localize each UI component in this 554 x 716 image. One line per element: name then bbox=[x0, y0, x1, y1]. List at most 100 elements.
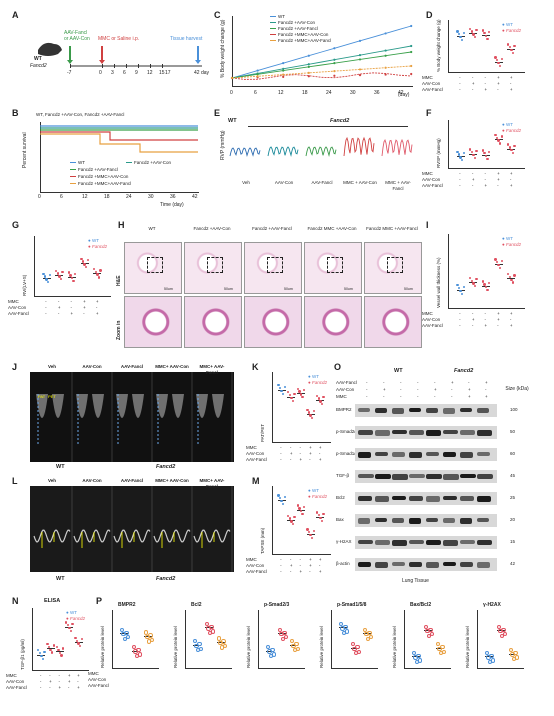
he-image bbox=[124, 242, 182, 294]
blot-band bbox=[460, 496, 474, 501]
data-dot bbox=[282, 630, 287, 635]
h-col-title: Fancd2 +AAV-Fancl bbox=[252, 226, 292, 231]
timeline-tick: 3 bbox=[111, 70, 114, 76]
data-dot bbox=[85, 266, 88, 269]
data-dot bbox=[277, 627, 283, 632]
blot-pm: + bbox=[383, 387, 386, 392]
data-dot bbox=[500, 135, 504, 138]
he-image bbox=[244, 242, 302, 294]
panel-c-ylabel: % Body weight change (g) bbox=[220, 19, 226, 78]
data-dot bbox=[57, 648, 60, 652]
weight-point bbox=[358, 39, 362, 42]
legend-wt: ● WT bbox=[88, 238, 99, 243]
he-image bbox=[304, 242, 362, 294]
rvp-trace bbox=[343, 136, 375, 157]
mmode-wave bbox=[193, 529, 231, 543]
blot-band bbox=[409, 408, 421, 412]
data-dot bbox=[209, 624, 214, 630]
p-ylabel: Relative protein level bbox=[319, 626, 324, 668]
data-dot bbox=[306, 408, 309, 411]
data-dot bbox=[298, 507, 301, 510]
data-dot bbox=[320, 403, 324, 406]
panel-label-g: G bbox=[12, 220, 20, 230]
data-dot bbox=[496, 624, 502, 629]
data-dot bbox=[80, 638, 84, 641]
data-dot bbox=[307, 411, 311, 414]
data-dot bbox=[41, 657, 45, 660]
data-dot bbox=[55, 646, 58, 649]
rvp-trace bbox=[305, 146, 337, 158]
legend-entry: Fancd2 +MMC+AAV-Con bbox=[278, 32, 329, 37]
blot-strip bbox=[355, 492, 497, 505]
blot-pm: + bbox=[451, 380, 454, 385]
data-dot bbox=[96, 273, 99, 276]
p-title: Bax/Bcl2 bbox=[410, 602, 432, 608]
x-tick: 0 bbox=[38, 194, 41, 200]
blot-row-label: MMC bbox=[336, 394, 347, 399]
plot-pm: + bbox=[95, 299, 99, 304]
plot-pm: - bbox=[309, 457, 311, 462]
data-dot bbox=[294, 642, 299, 647]
plot-pm: - bbox=[497, 87, 499, 92]
blot-band bbox=[426, 496, 440, 502]
data-dot bbox=[47, 645, 51, 649]
blot-band bbox=[392, 474, 408, 480]
zoom-image bbox=[184, 296, 242, 348]
data-dot bbox=[428, 627, 433, 632]
blot-band bbox=[358, 518, 370, 524]
data-dot bbox=[508, 146, 511, 149]
data-dot bbox=[513, 274, 516, 277]
data-dot bbox=[488, 281, 491, 285]
data-dot bbox=[137, 652, 143, 657]
data-dot bbox=[282, 502, 285, 505]
doppler-envelope bbox=[36, 394, 48, 418]
data-dot bbox=[501, 627, 506, 632]
x-tick: 42 bbox=[398, 90, 404, 96]
blot-band bbox=[443, 452, 456, 457]
x-tick: 6 bbox=[60, 194, 63, 200]
p-title: BMPR2 bbox=[118, 602, 136, 608]
plot-row-label: MMC bbox=[422, 75, 433, 80]
panel-label-c: C bbox=[214, 10, 221, 20]
data-dot bbox=[296, 387, 299, 390]
plot-ylabel: PAT/PET bbox=[260, 423, 265, 442]
legend-entry: WT bbox=[278, 14, 285, 19]
data-dot bbox=[72, 279, 75, 283]
p-title: Bcl2 bbox=[191, 602, 202, 608]
j-col-label: Veh bbox=[47, 364, 56, 369]
plot-pm: + bbox=[497, 171, 500, 176]
data-dot bbox=[54, 269, 58, 272]
panel-a-timeline bbox=[38, 42, 202, 68]
p-ylabel: Relative protein level bbox=[392, 626, 397, 668]
plot-pm: - bbox=[70, 305, 73, 310]
plot-pm: - bbox=[77, 679, 79, 684]
blot-band bbox=[460, 430, 475, 435]
j-col-label: MMC+ AAV-Fancl bbox=[199, 364, 225, 375]
plot-pm: + bbox=[484, 183, 488, 188]
legend-wt: ● WT bbox=[66, 610, 77, 615]
data-dot bbox=[283, 495, 287, 498]
mmode-wave bbox=[33, 529, 71, 543]
zoom-image bbox=[364, 296, 422, 348]
weight-point bbox=[410, 72, 413, 76]
weight-point bbox=[256, 73, 259, 76]
blot-kda: 20 bbox=[510, 517, 516, 522]
data-dot bbox=[38, 651, 41, 655]
legend-wt: ● WT bbox=[502, 22, 513, 27]
legend-entry: Fancd2 +AAV-Con bbox=[134, 160, 172, 165]
data-dot bbox=[456, 150, 459, 153]
p-ylabel: Relative protein level bbox=[465, 626, 470, 668]
data-dot bbox=[311, 536, 314, 539]
data-dot bbox=[312, 410, 316, 413]
data-dot bbox=[43, 275, 47, 278]
blot-band bbox=[460, 540, 475, 544]
data-dot bbox=[119, 627, 125, 632]
scale-bar: 50um bbox=[224, 287, 233, 291]
blot-pm: - bbox=[485, 387, 487, 392]
plot-pm: + bbox=[509, 183, 513, 188]
data-dot bbox=[301, 512, 304, 516]
data-dot bbox=[99, 269, 102, 272]
blot-band bbox=[460, 562, 473, 567]
plot-ylabel: RV/(LV+S) bbox=[22, 274, 27, 296]
panel-label-k: K bbox=[252, 362, 259, 372]
